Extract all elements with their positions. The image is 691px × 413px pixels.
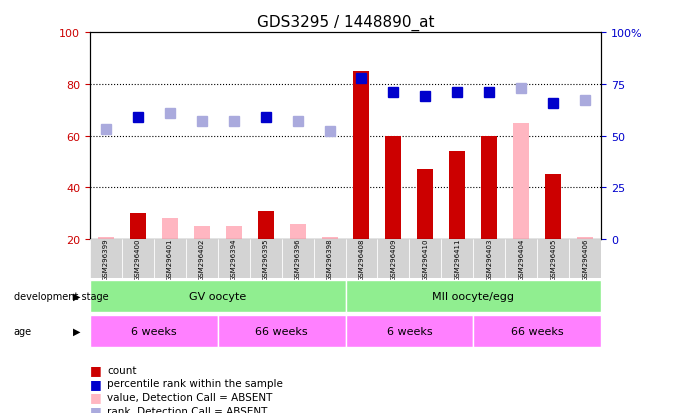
FancyBboxPatch shape — [314, 240, 346, 279]
Text: GSM296403: GSM296403 — [486, 238, 492, 280]
FancyBboxPatch shape — [377, 240, 409, 279]
Bar — [577, 237, 593, 240]
FancyBboxPatch shape — [281, 240, 314, 279]
Text: 66 weeks: 66 weeks — [511, 326, 564, 337]
Text: GSM296405: GSM296405 — [550, 238, 556, 280]
Bar — [354, 72, 370, 240]
Text: ■: ■ — [90, 390, 102, 404]
Text: ▶: ▶ — [73, 291, 80, 301]
FancyBboxPatch shape — [473, 316, 601, 347]
Bar — [226, 227, 242, 240]
Text: GSM296394: GSM296394 — [231, 238, 236, 280]
Bar — [162, 219, 178, 240]
FancyBboxPatch shape — [218, 316, 346, 347]
Text: count: count — [107, 365, 137, 375]
FancyBboxPatch shape — [249, 240, 281, 279]
Text: GSM296398: GSM296398 — [327, 238, 332, 280]
FancyBboxPatch shape — [346, 280, 601, 312]
Text: GSM296410: GSM296410 — [422, 238, 428, 280]
Text: rank, Detection Call = ABSENT: rank, Detection Call = ABSENT — [107, 406, 267, 413]
Bar — [513, 123, 529, 240]
Text: 6 weeks: 6 weeks — [386, 326, 433, 337]
Bar — [193, 227, 209, 240]
FancyBboxPatch shape — [346, 316, 473, 347]
Bar — [482, 136, 498, 240]
FancyBboxPatch shape — [218, 240, 249, 279]
FancyBboxPatch shape — [346, 240, 377, 279]
Text: GSM296411: GSM296411 — [455, 238, 460, 280]
FancyBboxPatch shape — [473, 240, 505, 279]
Bar — [321, 237, 337, 240]
Bar — [290, 224, 305, 240]
Text: ■: ■ — [90, 363, 102, 376]
Text: 66 weeks: 66 weeks — [255, 326, 308, 337]
Bar — [130, 214, 146, 240]
Text: GSM296404: GSM296404 — [518, 238, 524, 280]
FancyBboxPatch shape — [90, 240, 122, 279]
Text: percentile rank within the sample: percentile rank within the sample — [107, 378, 283, 388]
FancyBboxPatch shape — [569, 240, 601, 279]
Bar — [417, 170, 433, 240]
Bar — [258, 211, 274, 240]
FancyBboxPatch shape — [90, 280, 346, 312]
Bar — [449, 152, 465, 240]
Text: 6 weeks: 6 weeks — [131, 326, 177, 337]
Text: development stage: development stage — [14, 291, 108, 301]
Text: GSM296409: GSM296409 — [390, 238, 397, 280]
FancyBboxPatch shape — [90, 316, 218, 347]
Text: value, Detection Call = ABSENT: value, Detection Call = ABSENT — [107, 392, 272, 402]
Text: GSM296399: GSM296399 — [103, 238, 108, 280]
Text: GSM296401: GSM296401 — [167, 238, 173, 280]
Text: ▶: ▶ — [73, 326, 80, 336]
FancyBboxPatch shape — [409, 240, 442, 279]
FancyBboxPatch shape — [153, 240, 186, 279]
Text: age: age — [14, 326, 32, 336]
Text: ■: ■ — [90, 377, 102, 390]
FancyBboxPatch shape — [505, 240, 537, 279]
Text: ■: ■ — [90, 404, 102, 413]
FancyBboxPatch shape — [122, 240, 153, 279]
Text: MII oocyte/egg: MII oocyte/egg — [433, 291, 514, 301]
Text: GSM296400: GSM296400 — [135, 238, 141, 280]
Text: GDS3295 / 1448890_at: GDS3295 / 1448890_at — [257, 14, 434, 31]
FancyBboxPatch shape — [186, 240, 218, 279]
Text: GSM296406: GSM296406 — [583, 238, 588, 280]
Bar — [386, 136, 401, 240]
Text: GSM296395: GSM296395 — [263, 238, 269, 280]
Bar — [98, 237, 114, 240]
FancyBboxPatch shape — [442, 240, 473, 279]
Text: GSM296408: GSM296408 — [359, 238, 364, 280]
Text: GSM296396: GSM296396 — [294, 238, 301, 280]
Text: GV oocyte: GV oocyte — [189, 291, 246, 301]
Text: GSM296402: GSM296402 — [199, 238, 205, 280]
FancyBboxPatch shape — [537, 240, 569, 279]
Bar — [545, 175, 561, 240]
